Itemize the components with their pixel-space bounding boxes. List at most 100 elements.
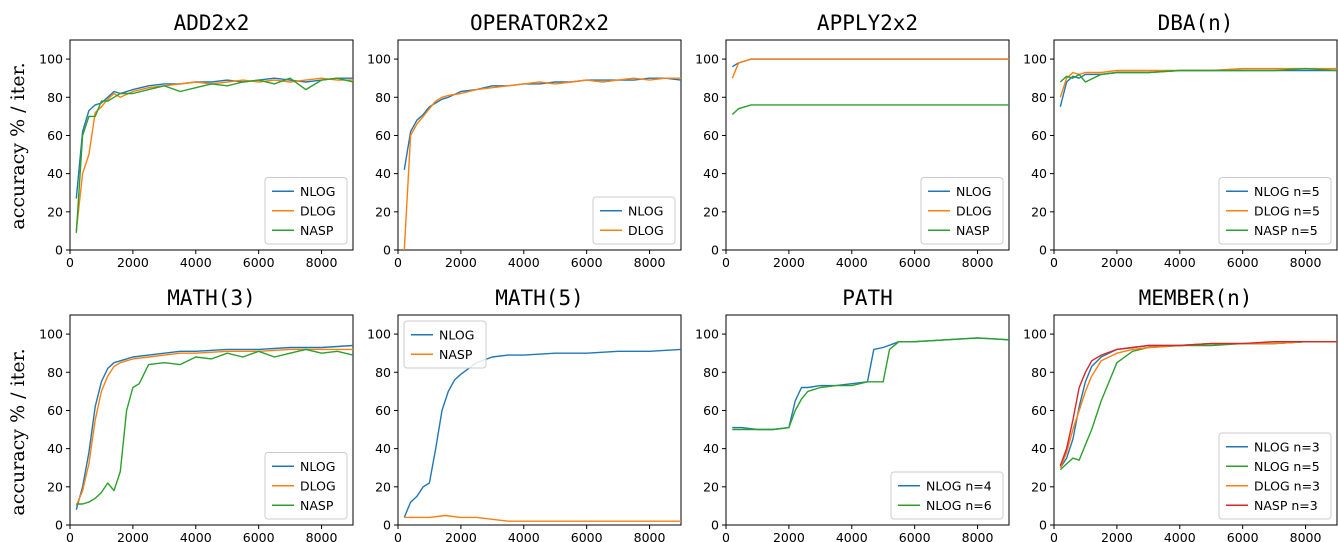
y-tick-label: 40 xyxy=(375,441,391,456)
y-tick-label: 20 xyxy=(1031,479,1047,494)
chart-title: OPERATOR2x2 xyxy=(470,11,609,35)
x-tick-label: 2000 xyxy=(445,255,477,270)
x-tick-label: 6000 xyxy=(899,255,931,270)
x-tick-label: 6000 xyxy=(571,255,603,270)
x-tick-label: 2000 xyxy=(445,530,477,542)
legend: NLOG n=4 NLOG n=6 xyxy=(890,471,1004,520)
legend-label: NLOG xyxy=(956,184,991,199)
legend-label: DLOG xyxy=(300,203,336,218)
legend-box xyxy=(890,471,1004,520)
series-line-2 xyxy=(1059,67,1337,98)
series-line-2 xyxy=(732,337,1009,431)
x-tick-label: 4000 xyxy=(508,530,540,542)
legend-box xyxy=(920,177,1004,245)
x-tick-label: 4000 xyxy=(180,255,212,270)
y-tick-label: 40 xyxy=(47,166,63,181)
legend-label: NLOG xyxy=(300,184,335,199)
legend-box xyxy=(1218,177,1332,245)
y-tick-label: 40 xyxy=(47,441,63,456)
legend: NLOG DLOG NASP xyxy=(264,452,348,520)
series-line-1 xyxy=(403,348,681,518)
legend-box xyxy=(1218,432,1332,520)
legend: NLOG n=3 NLOG n=5 DLOG n=3 NASP n=3 xyxy=(1218,432,1332,520)
plot-area xyxy=(403,348,681,522)
y-tick-label: 0 xyxy=(711,243,719,258)
y-tick-label: 100 xyxy=(695,327,719,342)
chart-panel-2: OPERATOR2x2 0 2000 4000 6000 8000 0 20 40 60 80 100… xyxy=(367,11,682,270)
y-tick-label: 60 xyxy=(1031,128,1047,143)
series-line-3 xyxy=(1059,341,1337,468)
legend-label: DLOG n=5 xyxy=(1254,203,1320,218)
legend: NLOG DLOG xyxy=(592,196,676,245)
legend-label: NASP n=5 xyxy=(1254,223,1318,238)
x-tick-label: 8000 xyxy=(962,255,994,270)
series-line-3 xyxy=(731,104,1009,116)
chart-title: MEMBER(n) xyxy=(1139,286,1253,310)
series-line-3 xyxy=(1059,67,1337,83)
x-tick-label: 2000 xyxy=(117,255,149,270)
x-tick-label: 0 xyxy=(1050,255,1058,270)
x-tick-label: 0 xyxy=(394,530,402,542)
legend-label: NASP xyxy=(300,498,334,513)
y-tick-label: 80 xyxy=(1031,365,1047,380)
chart-panel-7: PATH 0 2000 4000 6000 8000 0 20 40 60 80 100 NLOG n=… xyxy=(695,286,1010,542)
legend: NLOG DLOG NASP xyxy=(920,177,1004,245)
x-tick-label: 4000 xyxy=(836,255,868,270)
legend-label: NLOG n=3 xyxy=(1254,439,1320,454)
chart-panel-6: MATH(5) 0 2000 4000 6000 8000 0 20 40 60 80 100 NLOG… xyxy=(367,286,682,542)
chart-panel-1: ADD2x2 0 2000 4000 6000 8000 0 20 40 60 80 100 NLOG D… xyxy=(39,11,354,270)
legend: NLOG NASP xyxy=(403,320,487,369)
chart-panel-5: MATH(3) 0 2000 4000 6000 8000 0 20 40 60 80 100 NLOG… xyxy=(39,286,354,542)
x-tick-label: 2000 xyxy=(1101,530,1133,542)
x-tick-label: 4000 xyxy=(1164,255,1196,270)
legend-label: NASP n=3 xyxy=(1254,498,1318,513)
series-line-1 xyxy=(75,344,353,510)
legend: NLOG n=5 DLOG n=5 NASP n=5 xyxy=(1218,177,1332,245)
y-tick-label: 60 xyxy=(375,128,391,143)
legend-label: NASP xyxy=(956,223,990,238)
x-tick-label: 8000 xyxy=(962,530,994,542)
chart-title: APPLY2x2 xyxy=(817,11,918,35)
y-tick-label: 40 xyxy=(703,166,719,181)
legend-box xyxy=(264,177,348,245)
series-line-4 xyxy=(1059,341,1337,467)
series-line-3 xyxy=(76,348,353,505)
y-tick-label: 0 xyxy=(55,518,63,533)
x-tick-label: 2000 xyxy=(773,530,805,542)
x-tick-label: 8000 xyxy=(306,255,338,270)
row1-ylabel: accuracy % / iter. xyxy=(7,62,29,229)
y-tick-label: 0 xyxy=(1039,243,1047,258)
x-tick-label: 6000 xyxy=(899,530,931,542)
x-tick-label: 4000 xyxy=(180,530,212,542)
x-tick-label: 0 xyxy=(66,530,74,542)
chart-title: MATH(5) xyxy=(495,286,584,310)
y-tick-label: 20 xyxy=(375,204,391,219)
y-tick-label: 100 xyxy=(39,52,63,67)
y-tick-label: 0 xyxy=(383,518,391,533)
x-tick-label: 8000 xyxy=(1290,255,1322,270)
x-tick-label: 0 xyxy=(722,530,730,542)
y-tick-label: 0 xyxy=(711,518,719,533)
legend-label: NLOG xyxy=(439,327,474,342)
legend-label: DLOG xyxy=(956,203,992,218)
y-tick-label: 100 xyxy=(39,327,63,342)
y-tick-label: 0 xyxy=(383,243,391,258)
x-tick-label: 0 xyxy=(394,255,402,270)
y-tick-label: 40 xyxy=(703,441,719,456)
x-tick-label: 8000 xyxy=(634,255,666,270)
x-tick-label: 6000 xyxy=(243,530,275,542)
y-tick-label: 80 xyxy=(703,90,719,105)
y-tick-label: 40 xyxy=(375,166,391,181)
y-tick-label: 60 xyxy=(703,403,719,418)
x-tick-label: 4000 xyxy=(508,255,540,270)
x-tick-label: 0 xyxy=(1050,530,1058,542)
legend-label: DLOG n=3 xyxy=(1254,478,1320,493)
series-line-2 xyxy=(403,77,681,250)
legend-label: NASP xyxy=(439,347,473,362)
plot-area xyxy=(75,77,353,233)
chart-title: ADD2x2 xyxy=(174,11,250,35)
legend-label: NASP xyxy=(300,223,334,238)
legend-box xyxy=(403,320,487,369)
plot-area xyxy=(403,77,681,250)
